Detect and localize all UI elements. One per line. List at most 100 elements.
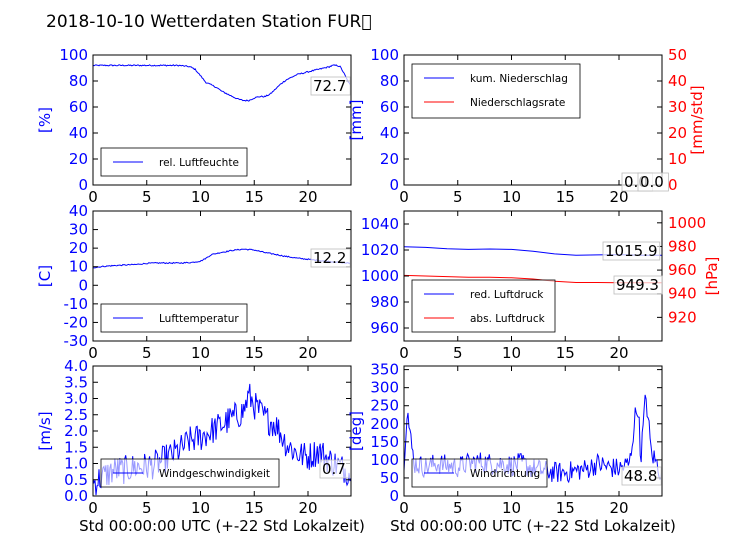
y-tick-label: 250	[370, 397, 399, 415]
y-tick-label: 0	[389, 487, 399, 505]
y-tick-label: 0	[78, 176, 88, 194]
y-axis-label: [hPa]	[703, 257, 721, 296]
x-tick-label: 15	[245, 499, 264, 517]
x-tick-label: 15	[245, 344, 264, 362]
legend-winddirection: Windrichtung	[411, 458, 548, 488]
legend-entry: kum. Niederschlag	[470, 73, 568, 85]
series-line-temperature-0	[93, 248, 351, 269]
annotation-box	[602, 241, 661, 261]
plot-frame	[403, 54, 663, 186]
y-axis-label: [C]	[36, 265, 54, 287]
y-tick-label: 100	[370, 451, 399, 469]
annotation-label: 949.3	[616, 276, 659, 294]
y-tick-label: 300	[370, 379, 399, 397]
panel-windspeed: 0 5 10 15 20 0.00.51.01.52.02.53.03.54.0 [m/s]…	[36, 357, 365, 535]
y-tick-label: 1040	[361, 215, 399, 233]
y-tick-label: 350	[370, 361, 399, 379]
y-tick-label: 2.5	[64, 406, 88, 424]
y-tick-label: 60	[380, 98, 399, 116]
y-tick-label-right: 1000	[668, 214, 706, 232]
panel-humidity: 0 5 10 15 20 0 20 40 60 80 100 [%] rel. Luftfeuchte 7…	[36, 46, 352, 206]
x-tick-label: 5	[142, 499, 152, 517]
x-axis-label: Std 00:00:00 UTC (+-22 Std Lokalzeit)	[390, 517, 676, 535]
x-tick-label: 0	[399, 344, 409, 362]
y-tick-label: 10	[69, 258, 88, 276]
y-tick-label: 0.5	[64, 471, 88, 489]
annotation-winddirection: 48.8	[621, 466, 662, 486]
y-tick-label-right: 940	[668, 285, 697, 303]
y-tick-label: 1020	[361, 241, 399, 259]
y-tick-label: 60	[69, 98, 88, 116]
y-axis-label: [m/s]	[36, 411, 54, 450]
y-tick-label: 4.0	[64, 357, 88, 375]
x-tick-label: 5	[453, 188, 463, 206]
y-axis-label: [deg]	[347, 411, 365, 451]
x-tick-label: 20	[609, 499, 628, 517]
y-tick-label-right: 920	[668, 308, 697, 326]
y-tick-label: 2.0	[64, 422, 88, 440]
x-tick-label: 5	[142, 344, 152, 362]
y-axis-label-right: [mm/std]	[688, 85, 706, 154]
annotation-box	[613, 275, 663, 295]
y-tick-label: 980	[370, 293, 399, 311]
legend-pressure: red. Luftdruck abs. Luftdruck	[411, 279, 556, 333]
y-tick-label: 1.0	[64, 455, 88, 473]
y-tick-label: 40	[69, 124, 88, 142]
x-tick-label: 10	[502, 188, 521, 206]
annotation-box	[621, 466, 662, 486]
y-tick-label: 100	[59, 46, 88, 64]
y-tick-label: 0	[78, 276, 88, 294]
x-tick-label: 10	[502, 499, 521, 517]
y-tick-label: 200	[370, 415, 399, 433]
x-tick-label: 5	[453, 344, 463, 362]
y-tick-label-right: 980	[668, 237, 697, 255]
panel-temperature: 0 5 10 15 20-30-20-10010203040[C]Lufttempera…	[36, 202, 352, 362]
annotation-label: 1015.9	[605, 242, 658, 260]
plot-frame	[92, 54, 352, 186]
y-tick-label: 80	[69, 72, 88, 90]
y-tick-label: 40	[69, 202, 88, 220]
x-tick-label: 20	[298, 499, 317, 517]
annotation-label: 0.7	[322, 460, 346, 478]
legend-entry: Windgeschwindigkeit	[159, 468, 270, 480]
annotation-label: 0.0	[640, 173, 664, 191]
annotation-right-pressure: 949.3	[613, 275, 663, 295]
annotation-label: 72.7	[313, 77, 346, 95]
y-tick-label: 20	[69, 150, 88, 168]
legend-box	[100, 458, 280, 488]
y-tick-label-right: 0	[668, 176, 678, 194]
annotation-box	[310, 248, 351, 268]
chart-title: 2018-10-10 Wetterdaten Station FUR 	[46, 12, 372, 32]
annotation-humidity: 72.7	[310, 76, 351, 96]
annotation-box	[319, 459, 351, 479]
x-tick-label: 20	[298, 344, 317, 362]
annotation-box	[637, 172, 669, 192]
plot-frame	[92, 210, 352, 342]
y-tick-label: 80	[380, 72, 399, 90]
legend-temperature: Lufttemperatur	[100, 303, 248, 333]
x-tick-label: 10	[502, 344, 521, 362]
legend-entry: Lufttemperatur	[159, 313, 239, 325]
x-tick-label: 20	[609, 344, 628, 362]
annotation-temperature: 12.2	[310, 248, 351, 268]
annotation-pressure: 1015.9	[602, 241, 661, 261]
y-tick-label: 0	[389, 176, 399, 194]
legend-humidity: rel. Luftfeuchte	[100, 147, 248, 177]
annotation-label: 48.8	[624, 467, 657, 485]
y-tick-label-right: 960	[668, 261, 697, 279]
y-tick-label-right: 10	[668, 150, 687, 168]
annotation-right-precipitation: 0.0	[637, 172, 669, 192]
y-tick-label: 150	[370, 433, 399, 451]
x-tick-label: 10	[191, 344, 210, 362]
x-tick-label: 0	[88, 188, 98, 206]
y-tick-label: 1.5	[64, 438, 88, 456]
y-tick-label-right: 20	[668, 124, 687, 142]
y-tick-label-right: 40	[668, 72, 687, 90]
legend-entry: Niederschlagsrate	[470, 97, 565, 109]
series-line-humidity-0	[93, 64, 351, 102]
y-tick-label: 20	[380, 150, 399, 168]
y-tick-label-right: 50	[668, 46, 687, 64]
legend-precipitation: kum. Niederschlag Niederschlagsrate	[411, 63, 581, 119]
legend-entry: rel. Luftfeuchte	[159, 157, 239, 169]
